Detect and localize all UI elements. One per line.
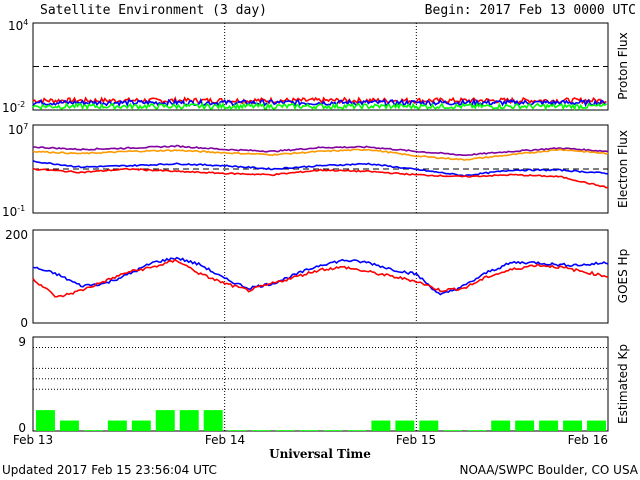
kp-bar	[107, 420, 127, 431]
credit: NOAA/SWPC Boulder, CO USA	[460, 463, 639, 477]
kp-bar	[563, 420, 583, 431]
kp-ytick-top: 9	[18, 335, 26, 349]
kp-bar	[323, 430, 343, 431]
kp-bar	[299, 430, 319, 431]
proton-panel	[32, 22, 609, 111]
kp-bar	[347, 430, 367, 431]
kp-ytick-bottom: 0	[18, 421, 26, 435]
xtick-feb13: Feb 13	[13, 433, 53, 447]
goes-ytick-top: 200	[5, 228, 28, 242]
xtick-feb15: Feb 15	[396, 433, 436, 447]
kp-bar	[59, 420, 79, 431]
goes-ytick-bottom: 0	[20, 316, 28, 330]
proton-ytick-bottom: 10-2	[2, 100, 25, 115]
kp-bar	[203, 410, 223, 431]
electron-ytick-top: 107	[8, 122, 28, 137]
proton-ytick-top: 104	[8, 18, 28, 33]
goes-hp-ylabel: GOES Hp	[616, 249, 630, 303]
proton-ylabel: Proton Flux	[616, 32, 630, 99]
xtick-feb16: Feb 16	[568, 433, 608, 447]
kp-bar	[227, 430, 247, 431]
kp-bar	[131, 420, 151, 431]
proton-flux-series-line	[32, 101, 607, 111]
electron-flux-series-line	[32, 167, 609, 189]
proton-flux-series-line	[32, 97, 607, 108]
kp-bar	[275, 430, 295, 431]
kp-panel	[32, 336, 609, 432]
kp-bar	[83, 430, 103, 431]
kp-ylabel: Estimated Kp	[616, 344, 630, 424]
kp-bar	[443, 430, 463, 431]
goes-hp-series-line	[32, 258, 609, 298]
kp-bar	[587, 420, 606, 431]
xtick-feb14: Feb 14	[205, 433, 245, 447]
kp-bar	[419, 420, 439, 431]
kp-bar	[539, 420, 559, 431]
kp-bar	[515, 420, 535, 431]
kp-bar	[491, 420, 511, 431]
electron-ytick-bottom: 10-1	[2, 204, 25, 219]
begin-time: Begin: 2017 Feb 13 0000 UTC	[425, 3, 636, 18]
chart-title: Satellite Environment (3 day)	[40, 3, 267, 18]
electron-flux-series-line	[32, 148, 609, 162]
kp-bar	[155, 410, 175, 431]
electron-ylabel: Electron Flux	[616, 130, 630, 208]
updated-timestamp: Updated 2017 Feb 15 23:56:04 UTC	[2, 463, 217, 477]
kp-bar	[179, 410, 199, 431]
electron-flux-series-line	[32, 160, 609, 178]
x-axis-label: Universal Time	[269, 447, 371, 461]
electron-flux-series-line	[32, 144, 609, 157]
kp-bar	[371, 420, 391, 431]
proton-flux-series-line	[32, 95, 607, 105]
kp-bar	[36, 410, 55, 431]
kp-bar	[395, 420, 415, 431]
goes-hp-series-line	[32, 256, 609, 296]
kp-bar	[467, 430, 487, 431]
kp-bar	[251, 430, 271, 431]
